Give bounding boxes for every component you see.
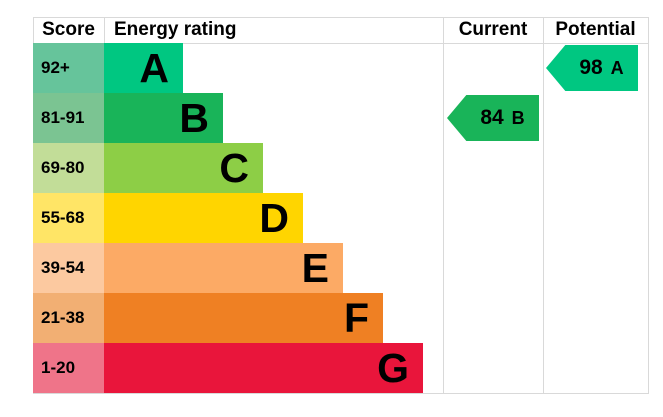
header-divider — [33, 43, 649, 44]
score-range-f: 21-38 — [33, 293, 104, 343]
band-row-e: 39-54 E — [33, 243, 343, 293]
potential-score-value: 98 — [579, 56, 603, 79]
potential-band-letter: A — [610, 57, 624, 78]
band-row-g: 1-20 G — [33, 343, 423, 393]
current-column-divider — [443, 17, 444, 394]
score-column-header: Score — [42, 19, 95, 40]
score-range-g: 1-20 — [33, 343, 104, 393]
header-border-left — [33, 17, 34, 44]
band-bar-b: B — [104, 93, 223, 143]
band-letter-b: B — [179, 95, 209, 141]
current-score-value: 84 — [480, 106, 504, 129]
score-range-d: 55-68 — [33, 193, 104, 243]
band-row-f: 21-38 F — [33, 293, 383, 343]
band-letter-g: G — [377, 345, 409, 391]
band-letter-c: C — [219, 145, 249, 191]
potential-rating-arrow: 98 A — [546, 45, 638, 91]
band-bar-g: G — [104, 343, 423, 393]
potential-column-header: Potential — [555, 19, 636, 40]
potential-column-divider — [543, 17, 544, 394]
band-letter-d: D — [259, 195, 289, 241]
band-bar-e: E — [104, 243, 343, 293]
band-row-a: 92+ A — [33, 43, 183, 93]
band-bar-a: A — [104, 43, 183, 93]
current-band-letter: B — [511, 107, 525, 128]
band-bar-c: C — [104, 143, 263, 193]
table-border-top — [33, 17, 649, 18]
score-range-c: 69-80 — [33, 143, 104, 193]
band-bar-f: F — [104, 293, 383, 343]
score-range-e: 39-54 — [33, 243, 104, 293]
current-column-header: Current — [458, 19, 528, 40]
band-row-d: 55-68 D — [33, 193, 303, 243]
current-rating-arrow: 84 B — [447, 95, 539, 141]
score-column-divider — [104, 17, 105, 44]
band-letter-f: F — [343, 295, 369, 341]
band-letter-a: A — [139, 45, 169, 91]
score-range-b: 81-91 — [33, 93, 104, 143]
band-row-b: 81-91 B — [33, 93, 223, 143]
table-border-right — [648, 17, 649, 394]
band-letter-e: E — [301, 245, 329, 291]
energy-rating-column-header: Energy rating — [114, 19, 237, 40]
table-border-bottom — [33, 393, 649, 394]
band-row-c: 69-80 C — [33, 143, 263, 193]
score-range-a: 92+ — [33, 43, 104, 93]
band-bar-d: D — [104, 193, 303, 243]
